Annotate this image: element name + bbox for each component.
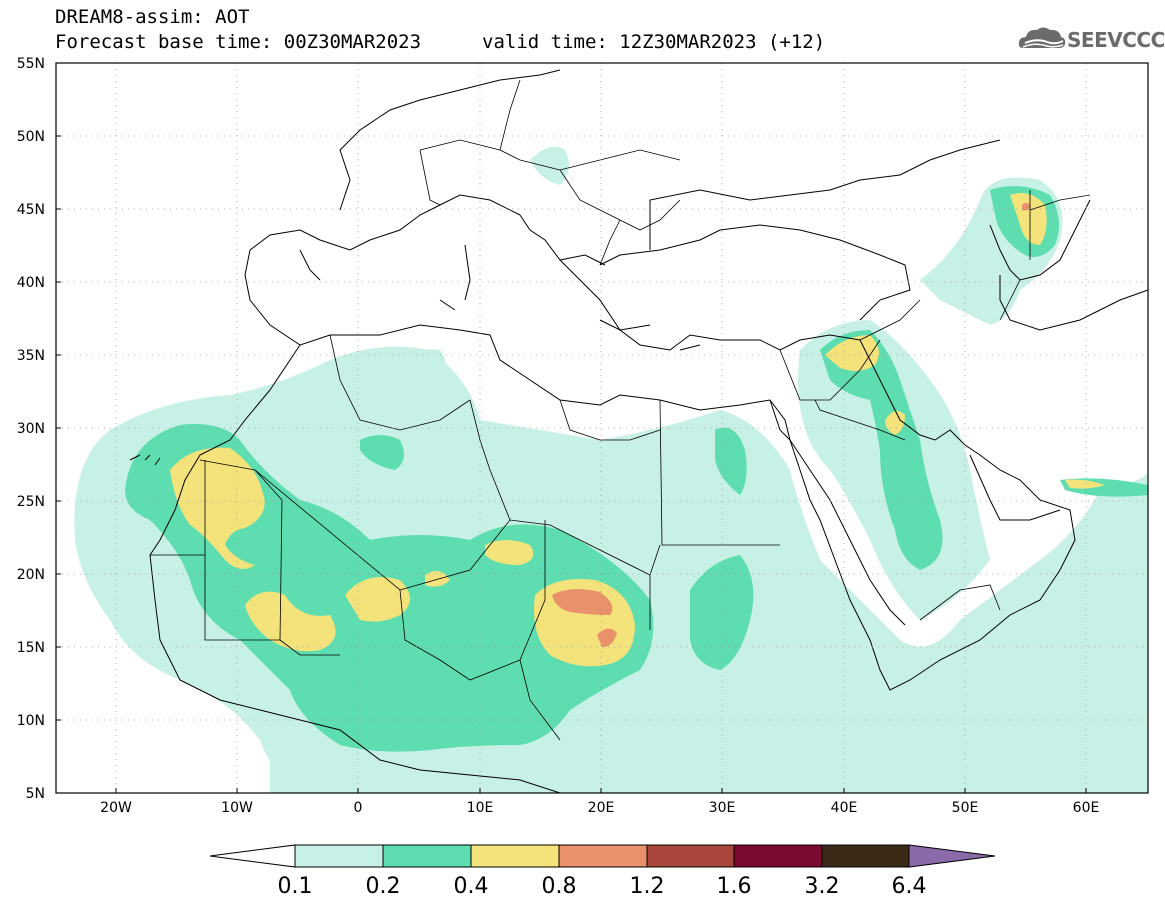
coastlines — [129, 69, 1148, 793]
colorbar-label: 1.6 — [717, 874, 752, 899]
lat-label: 45N — [17, 202, 45, 218]
lat-label: 50N — [17, 129, 45, 145]
aot-level-0.8 — [552, 202, 1031, 648]
colorbar-under-arrow — [209, 844, 296, 868]
colorbar-label: 3.2 — [805, 874, 840, 899]
colorbar-labels: 0.1 0.2 0.4 0.8 1.2 1.6 3.2 6.4 — [278, 874, 927, 899]
colorbar — [209, 844, 996, 868]
axis-ticks — [56, 62, 1087, 793]
colorbar-swatch — [558, 844, 648, 868]
lon-label: 20W — [100, 800, 132, 816]
lat-label: 35N — [17, 348, 45, 364]
longitude-labels: 20W 10W 0 10E 20E 30E 40E 50E 60E — [100, 800, 1099, 816]
lat-label: 40N — [17, 275, 45, 291]
lon-label: 60E — [1073, 800, 1100, 816]
colorbar-swatch — [382, 844, 472, 868]
seevccc-logo: SEEVCCC — [1017, 24, 1165, 58]
colorbar-swatch — [646, 844, 735, 868]
latitude-labels: 55N 50N 45N 40N 35N 30N 25N 20N 15N 10N … — [17, 56, 45, 802]
colorbar-swatch — [294, 844, 384, 868]
cloud-logo-icon — [1018, 27, 1066, 48]
valid-time: valid time: 12Z30MAR2023 (+12) — [482, 31, 826, 53]
chart-title: DREAM8-assim: AOT — [55, 6, 250, 28]
graticule — [56, 63, 1148, 793]
logo-text: SEEVCCC — [1067, 28, 1165, 52]
colorbar-over-arrow — [908, 844, 996, 868]
colorbar-label: 6.4 — [892, 874, 927, 899]
colorbar-swatch — [821, 844, 910, 868]
colorbar-label: 0.4 — [454, 874, 489, 899]
colorbar-label: 0.1 — [278, 874, 313, 899]
lat-label: 55N — [17, 56, 45, 72]
lon-label: 30E — [709, 800, 736, 816]
colorbar-swatch — [733, 844, 823, 868]
lon-label: 10E — [467, 800, 494, 816]
aot-fields — [74, 146, 1148, 793]
lat-label: 20N — [17, 567, 45, 583]
colorbar-label: 0.2 — [366, 874, 401, 899]
lon-label: 10W — [221, 800, 253, 816]
lat-label: 25N — [17, 494, 45, 510]
colorbar-label: 0.8 — [542, 874, 577, 899]
lat-label: 10N — [17, 713, 45, 729]
forecast-base-time: Forecast base time: 00Z30MAR2023 — [55, 31, 422, 53]
lon-label: 0 — [354, 800, 363, 816]
colorbar-swatch — [470, 844, 560, 868]
lat-label: 15N — [17, 640, 45, 656]
lon-label: 20E — [588, 800, 615, 816]
colorbar-label: 1.2 — [630, 874, 665, 899]
lon-label: 50E — [952, 800, 979, 816]
lon-label: 40E — [831, 800, 858, 816]
lat-label: 30N — [17, 421, 45, 437]
lat-label: 5N — [26, 786, 45, 802]
